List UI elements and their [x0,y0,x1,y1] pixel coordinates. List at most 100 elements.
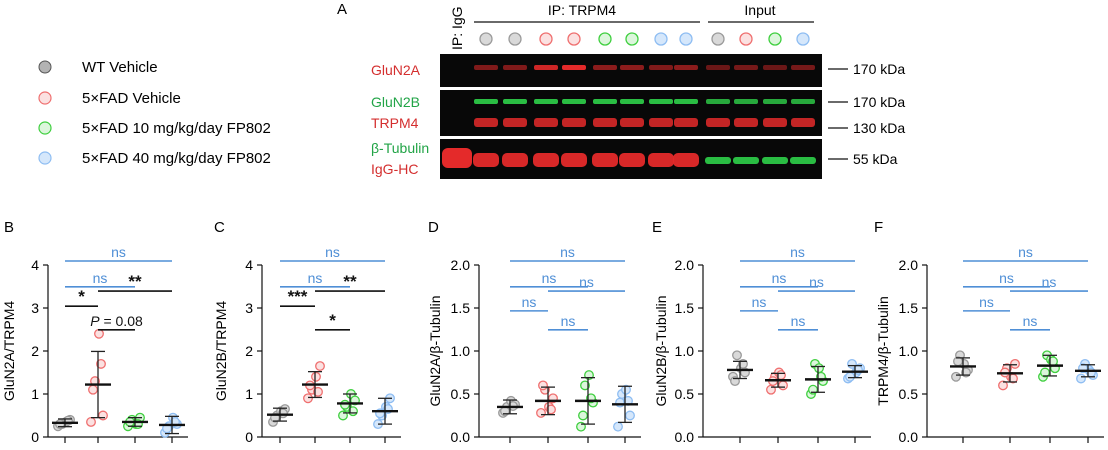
data-point [998,380,1008,391]
lane-marker [768,32,782,46]
ip-igg-label: IP: IgG [449,6,465,50]
y-tick-label: 1 [31,386,39,402]
comparison-label: ns [979,294,994,310]
lane-marker [654,32,668,46]
data-point [340,399,350,410]
comparison-label: ns [579,274,594,290]
blot-band [620,99,644,104]
blot-label-tubulin: β-Tubulin [371,140,429,156]
blot-band [442,148,472,168]
comparison-label: ns [752,294,767,310]
legend: WT Vehicle 5×FAD Vehicle 5×FAD 10 mg/kg/… [38,59,271,167]
data-point [86,417,96,427]
blot-band [706,118,730,127]
lane-marker [508,32,522,46]
comparison-label: ns [325,244,340,260]
blot-band [733,157,759,164]
blot-band [474,118,498,127]
comparison-label: P = 0.08 [90,313,143,329]
blot-band [593,65,617,70]
blot-label-trpm4: TRPM4 [371,115,419,131]
panel-letter: B [4,219,14,236]
y-axis-label: GluN2A/β-Tubulin [427,295,443,406]
blot-band [473,153,499,167]
blot-band [503,99,527,104]
comparison-label: ns [522,294,537,310]
y-tick-label: 2.0 [451,257,471,273]
blot-band [734,99,758,104]
data-point [613,421,623,432]
data-point [578,410,588,421]
blot-label-glun2b: GluN2B [371,94,420,110]
marker-170-a: 170 kDa [853,61,905,77]
data-point [311,371,321,382]
data-point [732,350,742,361]
comparison-label: * [78,287,85,306]
lane-marker [679,32,693,46]
blot-band [762,157,788,164]
lane-marker [796,32,810,46]
y-tick-label: 2.0 [675,257,695,273]
comparison-label: ** [343,272,357,291]
data-point [580,380,590,391]
comparison-label: ns [1023,313,1038,329]
blot-band [533,153,559,167]
panel-a-blot: A IP: IgG IP: TRPM4 Input GluN2A GluN2B … [337,1,905,179]
blot-band [534,65,558,70]
blot-band [593,99,617,104]
blot-band [474,99,498,104]
blot-bands [442,65,816,168]
data-point [538,380,548,391]
data-point [303,393,313,404]
comparison-label: ns [790,244,805,260]
legend-label: 5×FAD 40 mg/kg/day FP802 [82,150,271,167]
lane-marker [739,32,753,46]
y-axis-label: GluN2A/TRPM4 [1,301,17,402]
blot-band [706,99,730,104]
legend-marker [38,121,52,135]
input-label: Input [744,2,775,18]
data-point [1076,373,1086,384]
y-axis-label: TRPM4/β-Tubulin [875,296,891,405]
data-point [951,371,961,382]
data-point [1040,367,1050,378]
blot-strip-1 [440,54,822,87]
blot-label-glun2a: GluN2A [371,62,421,78]
panel-letter: D [428,219,439,236]
blot-band [503,118,527,127]
y-tick-label: 1 [245,386,253,402]
blot-band [534,99,558,104]
data-point [1010,358,1020,369]
legend-label: 5×FAD Vehicle [82,90,181,107]
comparison-label: ns [809,274,824,290]
y-tick-label: 1.0 [899,343,919,359]
blot-band [593,118,617,127]
panel-f-chart: F TRPM4/β-Tubulin 0.00.51.01.52.0nsnsnsn… [874,219,1104,445]
comparison-label: ns [561,313,576,329]
marker-55: 55 kDa [853,151,898,167]
blot-band [734,65,758,70]
comparison-label: ns [1018,244,1033,260]
y-tick-label: 2 [31,343,39,359]
lane-marker [625,32,639,46]
blot-band [791,99,815,104]
lane-markers [479,32,810,46]
blot-band [503,65,527,70]
y-axis-label: GluN2B/β-Tubulin [653,295,669,406]
y-tick-label: 4 [245,257,253,273]
data-point [315,361,325,372]
blot-band [561,153,587,167]
y-tick-label: 1.5 [899,300,919,316]
blot-band [534,118,558,127]
comparison-label: *** [288,287,308,306]
panel-d-chart: D GluN2A/β-Tubulin 0.00.51.01.52.0nsnsns… [427,219,641,445]
comparison-label: ns [308,270,323,286]
panel-letter: E [652,219,662,236]
panel-letter: C [214,219,225,236]
blot-band [790,157,816,164]
y-tick-label: 0 [245,429,253,445]
lane-marker [711,32,725,46]
blot-strip-2 [440,90,822,136]
blot-band [674,99,698,104]
blot-band [705,157,731,164]
